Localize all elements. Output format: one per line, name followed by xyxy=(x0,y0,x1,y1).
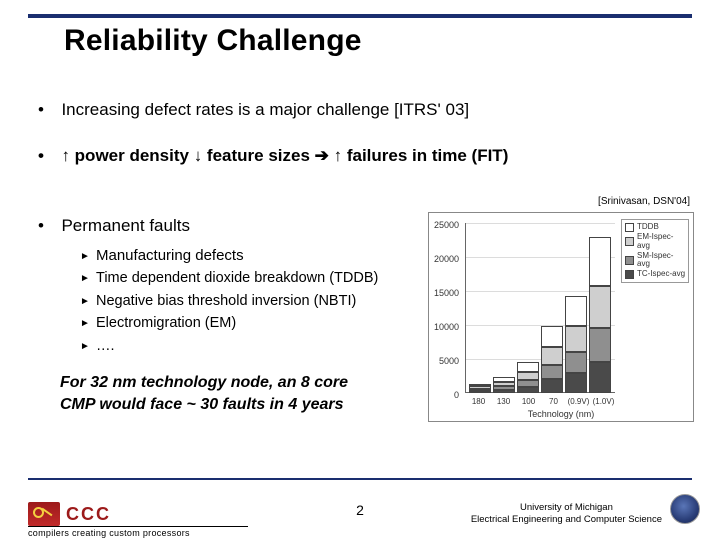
logo-letters: CCC xyxy=(66,504,111,525)
bar-stack xyxy=(541,326,563,393)
bullet-2-text: ↑ power density ↓ feature sizes ➔ ↑ fail… xyxy=(61,146,508,165)
bar-stack xyxy=(517,362,539,393)
bar-stack xyxy=(565,296,587,393)
sub-bullet-text: Electromigration (EM) xyxy=(96,315,236,331)
bar-stack xyxy=(493,377,515,393)
x-axis-label: Technology (nm) xyxy=(429,409,693,419)
plot-area: 18013010070(0.9V)(1.0V) xyxy=(465,223,615,393)
emphasis-line1: For 32 nm technology node, an 8 core xyxy=(60,374,348,391)
bar-stack xyxy=(469,384,491,394)
emphasis-line2: CMP would face ~ 30 faults in 4 years xyxy=(60,396,344,413)
bullet-3: • Permanent faults xyxy=(38,216,378,236)
affiliation-line1: University of Michigan xyxy=(520,502,613,513)
slide-title: Reliability Challenge xyxy=(64,24,362,58)
sub-bullet: ►Time dependent dioxide breakdown (TDDB) xyxy=(80,267,378,289)
sub-bullet-text: Time dependent dioxide breakdown (TDDB) xyxy=(96,270,378,286)
bullet-1: • Increasing defect rates is a major cha… xyxy=(38,100,694,120)
citation: [Srinivasan, DSN'04] xyxy=(598,196,690,207)
bullet-3-group: • Permanent faults ►Manufacturing defect… xyxy=(38,216,378,357)
top-rule xyxy=(28,14,692,18)
bullet-3-text: Permanent faults xyxy=(61,216,190,235)
bar-stack xyxy=(589,237,611,393)
bullet-2: • ↑ power density ↓ feature sizes ➔ ↑ fa… xyxy=(38,146,694,166)
bar-stacks xyxy=(466,223,616,393)
footer-rule xyxy=(28,478,692,480)
sub-bullet-text: Negative bias threshold inversion (NBTI) xyxy=(96,293,356,309)
university-seal-icon xyxy=(670,494,700,524)
page-number: 2 xyxy=(356,502,364,518)
sub-bullet-text: Manufacturing defects xyxy=(96,247,244,264)
sub-bullet: ►Negative bias threshold inversion (NBTI… xyxy=(80,290,378,312)
sub-bullet: ►…. xyxy=(80,335,378,357)
bullet-list: • Increasing defect rates is a major cha… xyxy=(38,100,694,184)
logo-mark-icon xyxy=(28,502,60,526)
sub-bullet: ►Manufacturing defects xyxy=(80,244,378,267)
affiliation-line2: Electrical Engineering and Computer Scie… xyxy=(471,514,662,525)
logo-tagline: compilers creating custom processors xyxy=(28,526,248,538)
sub-bullet-list: ►Manufacturing defects ►Time dependent d… xyxy=(80,244,378,357)
fit-chart: 0500010000150002000025000 18013010070(0.… xyxy=(428,212,694,422)
bullet-1-text: Increasing defect rates is a major chall… xyxy=(61,100,469,119)
sub-bullet: ►Electromigration (EM) xyxy=(80,312,378,334)
emphasis-statement: For 32 nm technology node, an 8 core CMP… xyxy=(60,372,348,415)
sub-bullet-text: …. xyxy=(96,338,115,354)
footer-logo: CCC compilers creating custom processors xyxy=(28,502,111,526)
chart-legend: TDDBEM-Ispec-avgSM-Ispec-avgTC-Ispec-avg xyxy=(621,219,689,283)
affiliation: University of Michigan Electrical Engine… xyxy=(471,502,662,526)
slide: Reliability Challenge • Increasing defec… xyxy=(0,0,720,540)
